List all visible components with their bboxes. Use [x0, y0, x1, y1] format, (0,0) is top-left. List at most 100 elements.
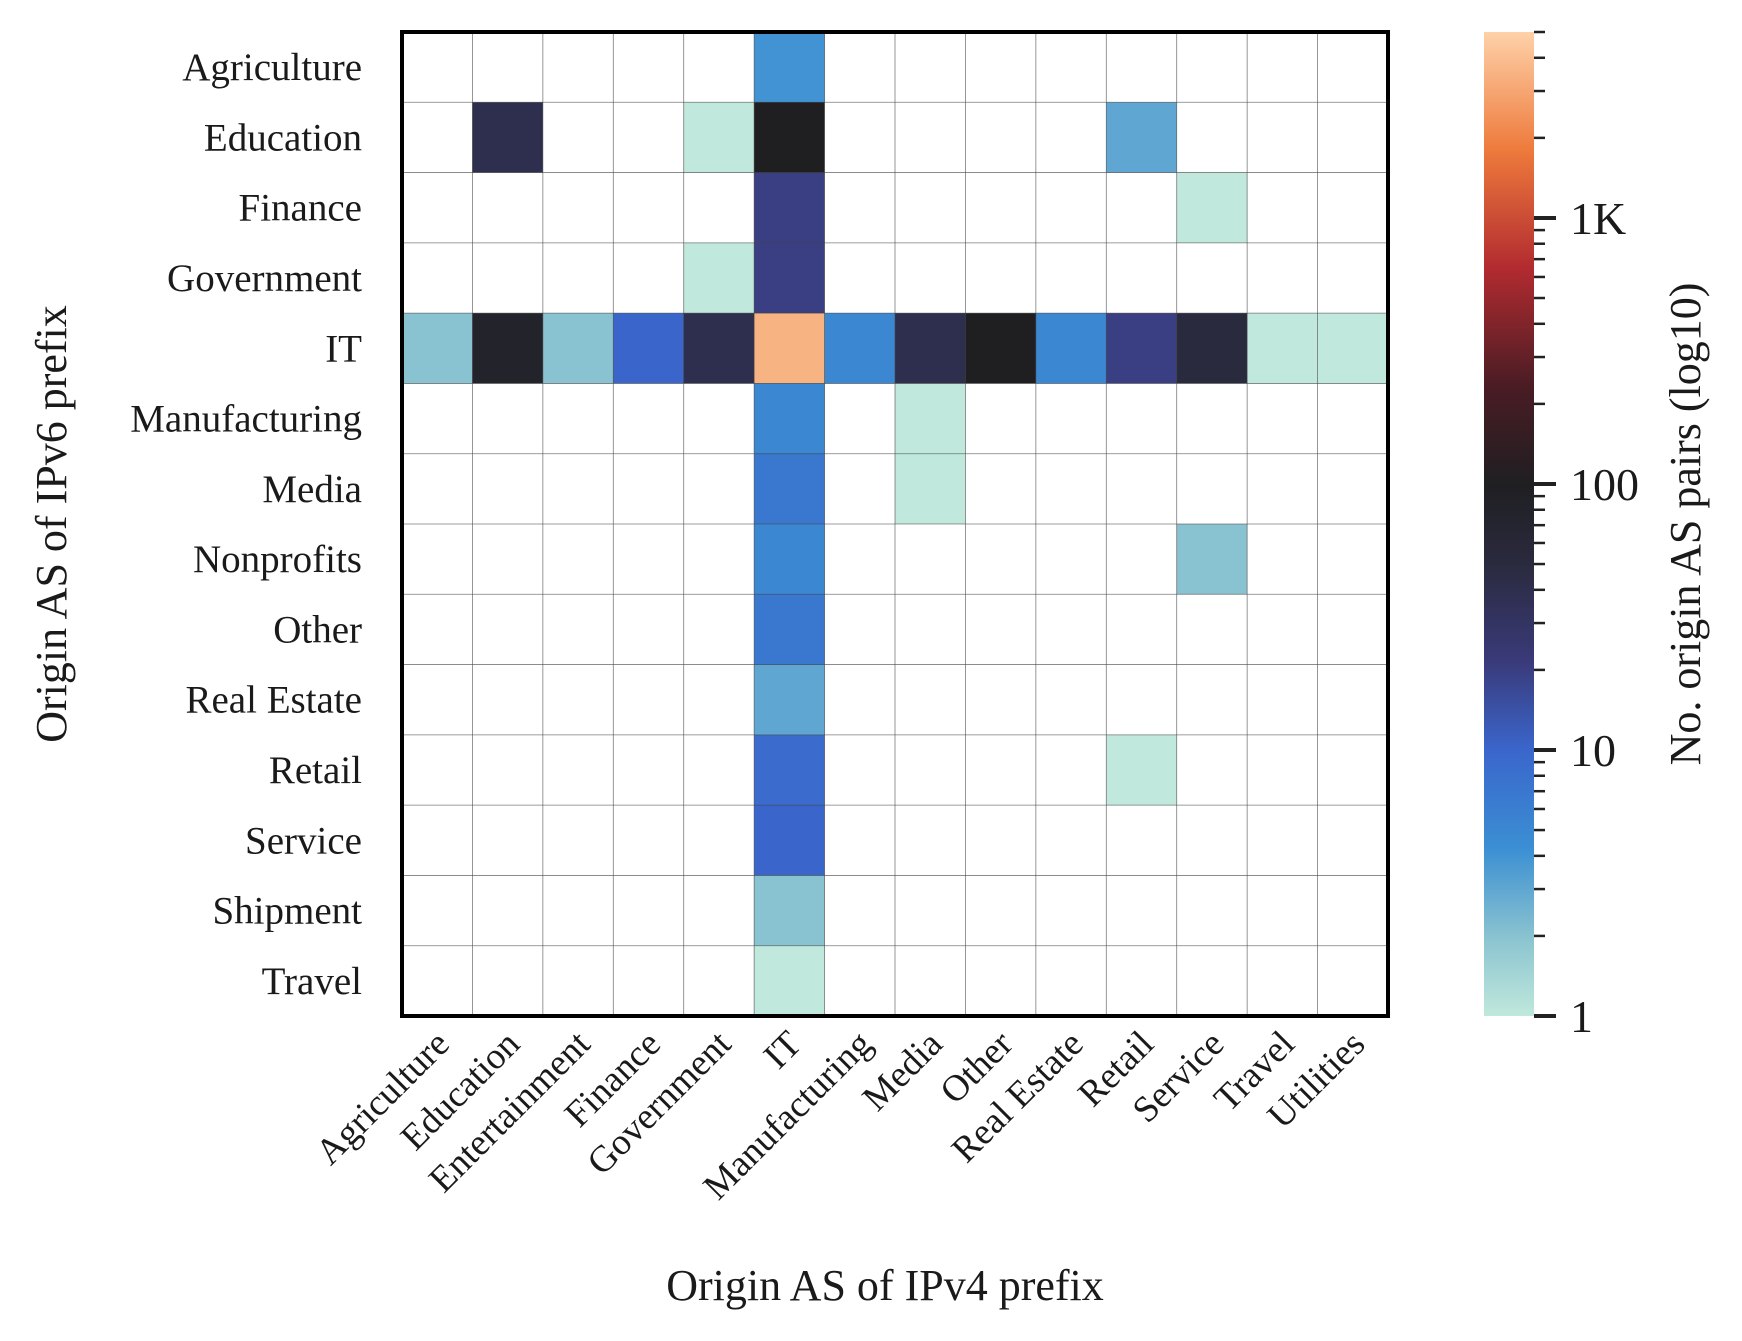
heatmap-cell — [824, 102, 896, 174]
heatmap-cell — [402, 875, 473, 947]
heatmap-cell — [472, 805, 544, 876]
heatmap-cell — [1247, 242, 1319, 314]
heatmap-cell — [965, 313, 1037, 384]
heatmap-cell — [1035, 172, 1107, 244]
heatmap-cell — [1035, 242, 1107, 314]
y-tick-label: Manufacturing — [130, 398, 362, 441]
heatmap-cell — [402, 805, 473, 876]
heatmap-cell — [1106, 172, 1178, 244]
heatmap-cell — [1247, 594, 1319, 666]
heatmap-cell — [965, 383, 1037, 455]
heatmap-cell — [1176, 875, 1248, 947]
heatmap-cell — [683, 172, 755, 244]
y-tick-label: Retail — [269, 749, 362, 792]
heatmap-cell — [1106, 524, 1178, 595]
heatmap-cell — [754, 383, 826, 455]
heatmap-cell — [542, 32, 614, 103]
heatmap-cell — [895, 945, 966, 1017]
y-tick-label: Other — [273, 608, 362, 651]
heatmap-cell — [542, 172, 614, 244]
heatmap-cell — [613, 32, 685, 103]
y-tick-label: Education — [204, 116, 362, 159]
heatmap-cell — [402, 102, 473, 174]
heatmap-cell — [1035, 664, 1107, 736]
heatmap-cell — [1247, 102, 1319, 174]
heatmap-cell — [1247, 172, 1319, 244]
heatmap-cell — [1106, 805, 1178, 876]
heatmap-cell — [1317, 734, 1389, 806]
heatmap-cell — [754, 664, 826, 736]
heatmap-cell — [1106, 945, 1178, 1017]
heatmap-cell — [754, 805, 826, 876]
heatmap-cell — [402, 734, 473, 806]
y-tick-label: Agriculture — [182, 46, 362, 89]
heatmap-cell — [1035, 945, 1107, 1017]
heatmap-cell — [683, 313, 755, 384]
heatmap-cell — [824, 664, 896, 736]
heatmap-cell — [754, 875, 826, 947]
heatmap-cells — [402, 32, 1389, 1017]
heatmap-cell — [472, 524, 544, 595]
colorbar-tick-label: 1K — [1570, 193, 1626, 244]
heatmap-cell — [683, 383, 755, 455]
heatmap-cell — [472, 313, 544, 384]
heatmap-cell — [1176, 313, 1248, 384]
heatmap-cell — [683, 875, 755, 947]
heatmap-cell — [1247, 664, 1319, 736]
heatmap-cell — [895, 734, 966, 806]
heatmap-cell — [613, 524, 685, 595]
heatmap-cell — [402, 945, 473, 1017]
heatmap-cell — [613, 664, 685, 736]
heatmap-cell — [1176, 242, 1248, 314]
heatmap-cell — [472, 734, 544, 806]
heatmap-cell — [965, 102, 1037, 174]
heatmap-cell — [1317, 313, 1389, 384]
heatmap-cell — [1176, 172, 1248, 244]
heatmap-cell — [1247, 524, 1319, 595]
heatmap-cell — [1106, 594, 1178, 666]
heatmap-cell — [402, 664, 473, 736]
colorbar-label: No. origin AS pairs (log10) — [1661, 283, 1710, 766]
heatmap-cell — [472, 453, 544, 525]
heatmap-cell — [965, 805, 1037, 876]
heatmap-cell — [1317, 945, 1389, 1017]
x-tick-label: Media — [855, 1023, 951, 1119]
heatmap-cell — [683, 805, 755, 876]
heatmap-cell — [1176, 594, 1248, 666]
heatmap-cell — [965, 664, 1037, 736]
heatmap-cell — [965, 32, 1037, 103]
heatmap-cell — [472, 664, 544, 736]
heatmap-cell — [542, 524, 614, 595]
x-tick-label: IT — [756, 1023, 810, 1077]
heatmap-cell — [895, 32, 966, 103]
heatmap-cell — [895, 594, 966, 666]
heatmap-cell — [1035, 875, 1107, 947]
heatmap-cell — [1247, 734, 1319, 806]
heatmap-cell — [824, 875, 896, 947]
heatmap-cell — [542, 945, 614, 1017]
heatmap-cell — [402, 594, 473, 666]
heatmap-cell — [895, 453, 966, 525]
heatmap-cell — [1176, 805, 1248, 876]
heatmap-cell — [1247, 945, 1319, 1017]
heatmap-cell — [754, 524, 826, 595]
heatmap-cell — [1317, 453, 1389, 525]
heatmap-cell — [683, 242, 755, 314]
heatmap-cell — [965, 875, 1037, 947]
heatmap-cell — [1317, 172, 1389, 244]
heatmap-cell — [895, 524, 966, 595]
heatmap-cell — [542, 453, 614, 525]
heatmap-cell — [824, 313, 896, 384]
heatmap-cell — [824, 945, 896, 1017]
heatmap-cell — [1035, 805, 1107, 876]
colorbar-tick-label: 10 — [1570, 725, 1616, 776]
heatmap-cell — [1247, 805, 1319, 876]
heatmap-cell — [472, 594, 544, 666]
heatmap-cell — [472, 102, 544, 174]
heatmap-cell — [754, 945, 826, 1017]
heatmap-cell — [754, 172, 826, 244]
heatmap-cell — [542, 594, 614, 666]
heatmap-cell — [542, 383, 614, 455]
